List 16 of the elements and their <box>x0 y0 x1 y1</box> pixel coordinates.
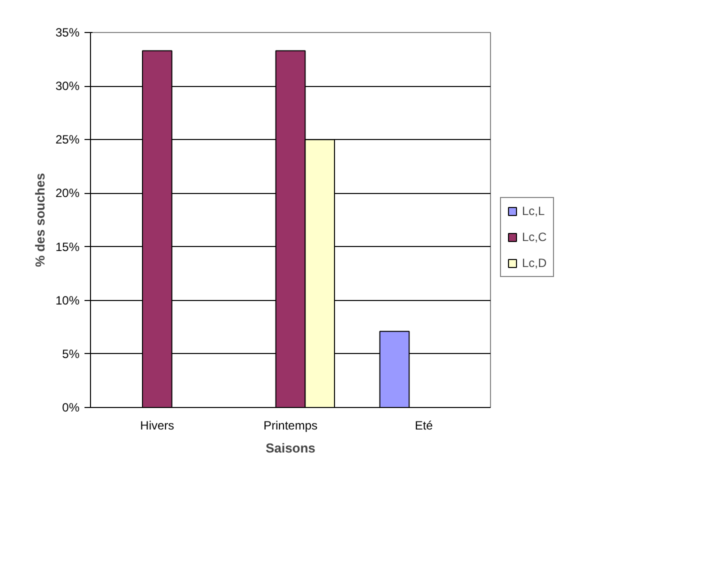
y-tick-label: 20% <box>55 186 80 200</box>
y-tick-label: 15% <box>55 240 80 254</box>
y-tick-label: 10% <box>55 293 80 308</box>
y-axis-title: % des souches <box>32 173 48 267</box>
legend-label: Lc,C <box>522 230 547 244</box>
y-tick-label: 5% <box>62 346 80 361</box>
y-tick-label: 0% <box>62 400 80 414</box>
y-tick-label: 30% <box>55 79 80 94</box>
x-axis-title: Saisons <box>266 440 316 456</box>
y-tick-label: 35% <box>55 26 80 40</box>
y-tick-label: 25% <box>55 132 80 147</box>
x-tick-label: Hivers <box>140 418 174 432</box>
legend-label: Lc,D <box>522 256 547 270</box>
x-tick-label: Printemps <box>263 418 318 432</box>
x-tick-label: Eté <box>414 418 434 432</box>
legend-label: Lc,L <box>522 204 545 218</box>
